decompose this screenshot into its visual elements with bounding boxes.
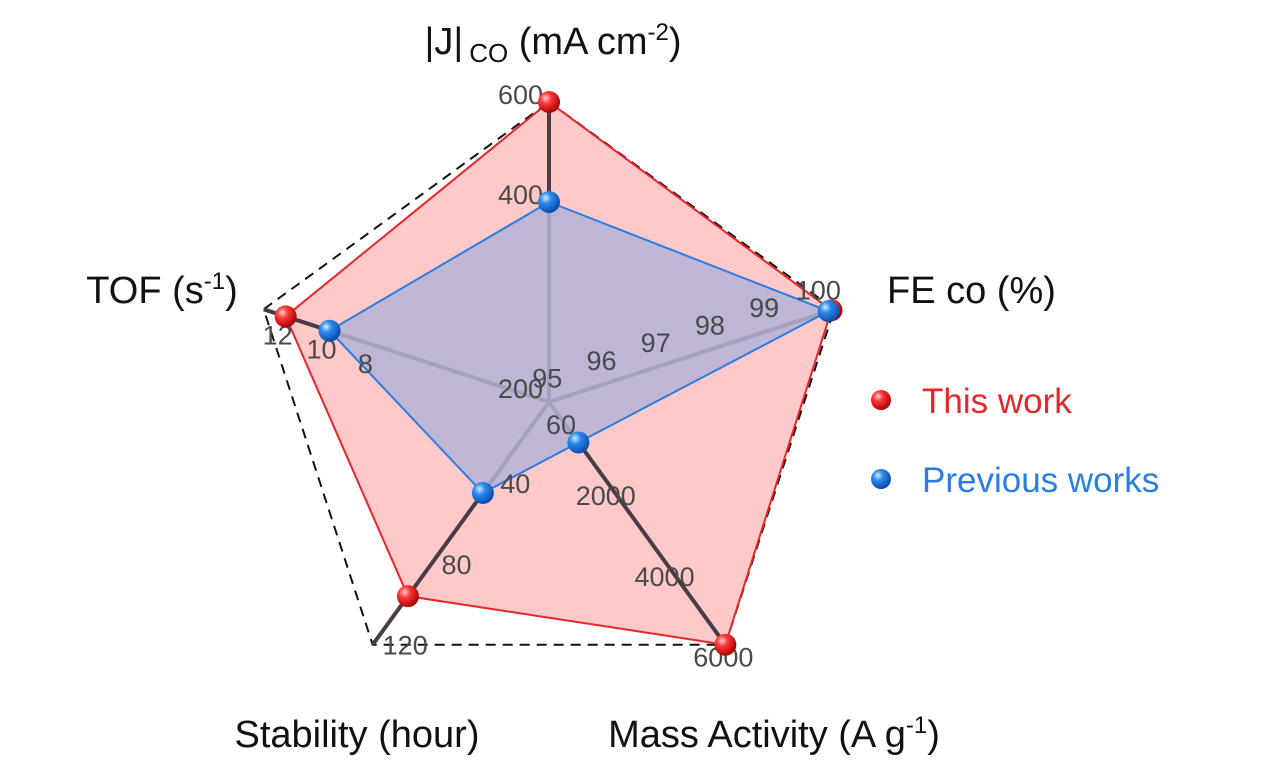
legend-marker-previous-works xyxy=(871,469,891,489)
tick-mass-4000: 4000 xyxy=(635,562,695,592)
data-points xyxy=(274,91,843,656)
axis-title-mass: Mass Activity (A g-1) xyxy=(608,712,940,756)
tick-fe-95: 95 xyxy=(532,363,562,393)
tick-tof-8: 8 xyxy=(358,349,373,379)
series-previous-works-area xyxy=(327,200,832,495)
point-previous-works-tof xyxy=(318,319,341,342)
tick-mass-2000: 2000 xyxy=(576,481,636,511)
point-previous-works-stab xyxy=(471,482,494,505)
tick-fe-96: 96 xyxy=(586,346,616,376)
point-this-work-tof xyxy=(274,305,297,328)
axis-titles: |J| CO (mA cm-2) FE co (%) Mass Activity (A… xyxy=(86,19,1056,756)
point-this-work-mass xyxy=(714,633,737,656)
tick-jco-600: 600 xyxy=(498,80,543,110)
tick-jco-400: 400 xyxy=(498,180,543,210)
point-this-work-jco xyxy=(538,91,560,113)
tick-jco-200: 200 xyxy=(498,374,543,404)
axis-title-fe: FE co (%) xyxy=(887,270,1056,312)
tick-stab-120: 120 xyxy=(383,631,428,661)
tick-stab-80: 80 xyxy=(441,550,471,580)
axis-title-stab: Stability (hour) xyxy=(235,714,480,756)
point-this-work-stab xyxy=(396,585,419,608)
legend-label-previous-works: Previous works xyxy=(922,461,1159,500)
point-previous-works-mass xyxy=(567,431,590,454)
point-previous-works-fe xyxy=(817,300,840,323)
tick-fe-98: 98 xyxy=(695,311,725,341)
tick-fe-99: 99 xyxy=(749,293,779,323)
outer-dashed-frame xyxy=(262,100,836,646)
point-previous-works-jco xyxy=(538,191,560,213)
legend-marker-this-work xyxy=(871,390,891,410)
legend-label-this-work: This work xyxy=(922,382,1072,421)
tick-stab-40: 40 xyxy=(500,469,530,499)
tick-fe-97: 97 xyxy=(641,328,671,358)
axis-title-jco: |J| CO (mA cm-2) xyxy=(424,19,681,68)
legend: This work Previous works xyxy=(871,382,1159,500)
axis-title-tof: TOF (s-1) xyxy=(86,268,238,312)
